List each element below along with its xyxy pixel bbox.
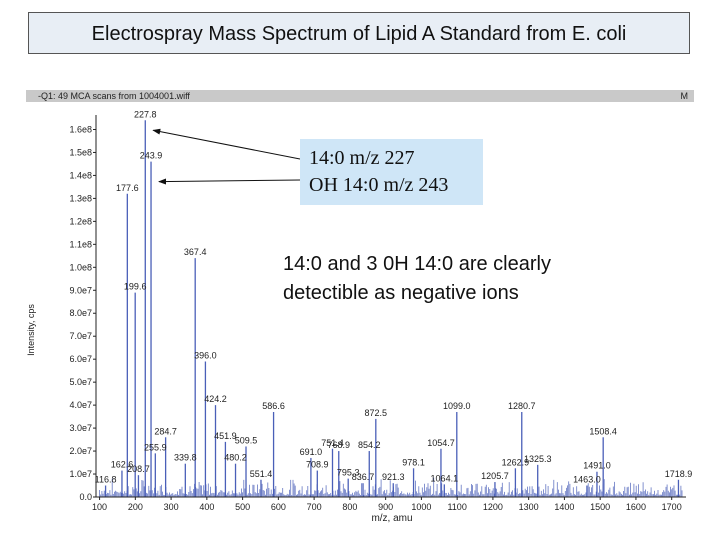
peak-label: 177.6 — [116, 183, 139, 193]
y-tick-label: 1.0e7 — [69, 469, 92, 479]
peak-label: 284.7 — [154, 426, 177, 436]
peak-label: 199.6 — [124, 282, 147, 292]
peak-label: 227.8 — [134, 109, 157, 119]
peak-label: 255.9 — [144, 442, 167, 452]
note-line-2: detectible as negative ions — [283, 282, 519, 304]
peak-label: 116.8 — [95, 475, 117, 485]
note-line-1: 14:0 and 3 0H 14:0 are clearly — [283, 253, 551, 275]
x-tick-label: 900 — [378, 502, 393, 512]
peak-label: 1054.7 — [427, 438, 455, 448]
detection-note: 14:0 and 3 0H 14:0 are clearly detectibl… — [283, 250, 643, 308]
peak-label: 1064.1 — [431, 473, 459, 483]
callout-arrow — [158, 178, 301, 185]
x-tick-label: 1300 — [519, 502, 539, 512]
y-tick-label: 1.0e8 — [69, 262, 92, 272]
y-tick-label: 3.0e7 — [69, 423, 92, 433]
peak-label: 768.9 — [327, 440, 350, 450]
peak-label: 1463.0 — [573, 475, 601, 485]
peak-label: 921.3 — [382, 472, 405, 482]
x-tick-label: 1200 — [483, 502, 503, 512]
x-tick-label: 300 — [164, 502, 179, 512]
x-tick-label: 600 — [271, 502, 286, 512]
x-axis-label: m/z, amu — [371, 513, 412, 524]
peak-label: 480.2 — [224, 453, 247, 463]
peak-label: 339.8 — [174, 453, 197, 463]
x-tick-label: 700 — [307, 502, 322, 512]
y-tick-label: 1.3e8 — [69, 193, 92, 203]
spectrum-noise — [99, 477, 683, 497]
y-tick-label: 4.0e7 — [69, 400, 92, 410]
peak-label: 854.2 — [358, 440, 381, 450]
fatty-acid-callout: 14:0 m/z 227 OH 14:0 m/z 243 — [300, 139, 483, 205]
peak-label: 795.3 — [337, 468, 360, 478]
scan-header-bar: -Q1: 49 MCA scans from 1004001.wiff M — [26, 90, 694, 102]
y-tick-label: 1.4e8 — [69, 170, 92, 180]
y-tick-label: 9.0e7 — [69, 285, 92, 295]
x-tick-label: 1000 — [411, 502, 431, 512]
peak-label: 586.6 — [262, 401, 285, 411]
x-tick-label: 1100 — [447, 502, 466, 512]
peak-label: 509.5 — [235, 435, 258, 445]
peak-label: 1508.4 — [589, 426, 617, 436]
x-tick-label: 500 — [235, 502, 250, 512]
scan-header-label: -Q1: 49 MCA scans from 1004001.wiff — [38, 91, 190, 101]
y-tick-label: 7.0e7 — [69, 331, 92, 341]
y-tick-label: 0.0 — [79, 492, 92, 502]
peak-label: 451.9 — [214, 431, 237, 441]
callout-line-1: 14:0 m/z 227 — [309, 147, 415, 169]
peak-label: 836.7 — [352, 472, 375, 482]
x-tick-label: 1700 — [662, 502, 682, 512]
y-tick-label: 6.0e7 — [69, 354, 92, 364]
peak-label: 367.4 — [184, 247, 207, 257]
peak-label: 1099.0 — [443, 401, 471, 411]
x-tick-label: 1600 — [626, 502, 646, 512]
peak-label: 208.7 — [127, 464, 150, 474]
peak-label: 1718.9 — [665, 469, 693, 479]
x-tick-label: 400 — [199, 502, 214, 512]
callout-arrow — [152, 128, 301, 160]
y-tick-label: 5.0e7 — [69, 377, 92, 387]
y-tick-label: 1.1e8 — [69, 239, 92, 249]
peak-label: 162.6 — [111, 460, 134, 470]
y-tick-label: 1.6e8 — [69, 124, 92, 134]
peak-label: 872.5 — [365, 408, 388, 418]
x-tick-label: 800 — [342, 502, 357, 512]
peak-label: 708.9 — [306, 460, 329, 470]
y-tick-label: 2.0e7 — [69, 446, 92, 456]
peak-label: 1262.9 — [502, 457, 530, 467]
x-tick-label: 1400 — [554, 502, 574, 512]
peak-label: 1205.7 — [481, 471, 509, 481]
peak-label: 691.0 — [300, 447, 323, 457]
x-tick-label: 1500 — [590, 502, 610, 512]
x-tick-label: 200 — [128, 502, 143, 512]
peak-label: 551.4 — [250, 469, 273, 479]
y-tick-label: 1.2e8 — [69, 216, 92, 226]
y-axis-label: Intensity, cps — [26, 304, 36, 356]
slide-title: Electrospray Mass Spectrum of Lipid A St… — [28, 12, 690, 54]
y-tick-label: 1.5e8 — [69, 147, 92, 157]
peak-label: 424.2 — [204, 394, 227, 404]
scan-header-marker: M — [680, 91, 689, 101]
peak-label: 1491.0 — [583, 461, 611, 471]
x-tick-label: 100 — [92, 502, 107, 512]
peak-label: 1280.7 — [508, 401, 536, 411]
callout-line-2: OH 14:0 m/z 243 — [309, 174, 449, 196]
peak-label: 751.4 — [321, 438, 344, 448]
peak-label: 396.0 — [194, 350, 217, 360]
peak-label: 243.9 — [140, 151, 163, 161]
peak-label: 1325.3 — [524, 454, 552, 464]
y-tick-label: 8.0e7 — [69, 308, 92, 318]
peak-label: 978.1 — [402, 457, 425, 467]
